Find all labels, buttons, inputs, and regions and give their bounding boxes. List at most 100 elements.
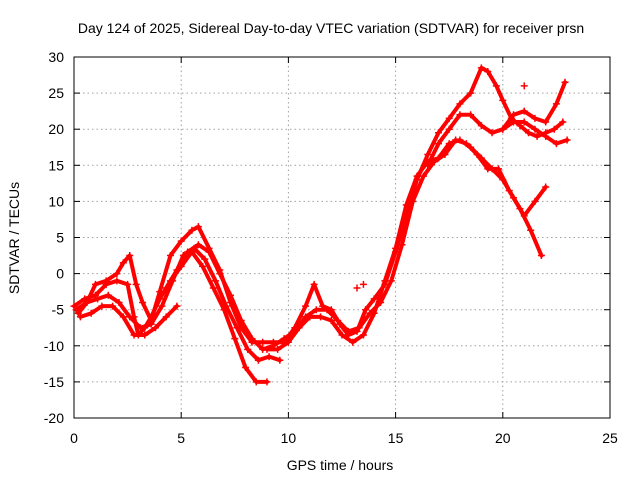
data-point xyxy=(510,118,518,126)
data-point xyxy=(173,302,181,310)
data-point xyxy=(492,82,500,90)
data-point xyxy=(377,298,385,306)
data-point xyxy=(156,295,164,303)
data-point xyxy=(126,252,134,260)
data-point xyxy=(151,324,159,332)
y-tick-label: 20 xyxy=(48,121,64,137)
data-point xyxy=(104,291,112,299)
data-point xyxy=(139,298,147,306)
x-tick-label: 10 xyxy=(281,430,297,446)
data-point xyxy=(456,111,464,119)
stray-data-point xyxy=(353,284,361,292)
data-point xyxy=(559,118,567,126)
data-point xyxy=(550,125,558,133)
data-point xyxy=(323,306,331,314)
data-point xyxy=(312,306,320,314)
y-tick-label: 10 xyxy=(48,193,64,209)
data-point xyxy=(136,324,144,332)
data-point xyxy=(434,154,442,162)
data-point xyxy=(338,331,346,339)
data-point xyxy=(269,342,277,350)
data-point xyxy=(91,280,99,288)
data-point xyxy=(280,335,288,343)
data-point xyxy=(227,298,235,306)
data-point xyxy=(434,140,442,148)
data-point xyxy=(462,140,470,148)
x-axis-label: GPS time / hours xyxy=(287,457,394,473)
data-point xyxy=(194,223,202,231)
y-tick-label: 15 xyxy=(48,157,64,173)
data-point xyxy=(319,302,327,310)
stray-data-point xyxy=(359,280,367,288)
data-point xyxy=(201,255,209,263)
data-point xyxy=(162,313,170,321)
data-point xyxy=(83,298,91,306)
data-point xyxy=(353,327,361,335)
y-tick-label: -20 xyxy=(44,410,64,426)
data-point xyxy=(370,309,378,317)
data-point xyxy=(527,226,535,234)
data-point xyxy=(484,67,492,75)
data-point xyxy=(533,132,541,140)
data-point xyxy=(537,252,545,260)
data-point xyxy=(520,107,528,115)
data-point xyxy=(507,114,515,122)
data-point xyxy=(220,306,228,314)
data-point xyxy=(158,302,166,310)
data-point xyxy=(398,241,406,249)
data-point xyxy=(525,129,533,137)
data-point xyxy=(467,111,475,119)
chart-title: Day 124 of 2025, Sidereal Day-to-day VTE… xyxy=(78,20,584,36)
data-point xyxy=(227,291,235,299)
data-point xyxy=(70,302,78,310)
data-point xyxy=(199,262,207,270)
data-point xyxy=(477,64,485,72)
data-point xyxy=(126,313,134,321)
data-point xyxy=(102,277,110,285)
data-point xyxy=(119,313,127,321)
data-point xyxy=(473,150,481,158)
data-point xyxy=(467,89,475,97)
data-point xyxy=(156,288,164,296)
data-point xyxy=(237,317,245,325)
data-point xyxy=(177,237,185,245)
data-point xyxy=(499,176,507,184)
data-point xyxy=(205,248,213,256)
data-point xyxy=(190,244,198,252)
data-point xyxy=(263,345,271,353)
data-point xyxy=(516,122,524,130)
data-point xyxy=(499,96,507,104)
data-point xyxy=(233,324,241,332)
data-point xyxy=(216,270,224,278)
y-tick-label: 0 xyxy=(56,266,64,282)
data-point xyxy=(424,150,432,158)
data-point xyxy=(441,150,449,158)
data-point xyxy=(115,298,123,306)
y-tick-label: 25 xyxy=(48,85,64,101)
data-point xyxy=(499,125,507,133)
x-tick-label: 0 xyxy=(70,430,78,446)
data-point xyxy=(520,118,528,126)
data-point xyxy=(248,335,256,343)
data-point xyxy=(510,111,518,119)
data-point xyxy=(387,277,395,285)
data-point xyxy=(477,122,485,130)
data-point xyxy=(381,277,389,285)
data-point xyxy=(222,302,230,310)
data-point xyxy=(445,140,453,148)
data-point xyxy=(276,356,284,364)
data-point xyxy=(542,183,550,191)
data-point xyxy=(119,259,127,267)
y-tick-label: 30 xyxy=(48,49,64,65)
data-point xyxy=(177,262,185,270)
data-point xyxy=(467,143,475,151)
data-point xyxy=(194,241,202,249)
data-point xyxy=(169,277,177,285)
data-point xyxy=(520,212,528,220)
data-point xyxy=(284,338,292,346)
data-point xyxy=(456,100,464,108)
y-tick-label: 5 xyxy=(56,230,64,246)
data-point xyxy=(409,197,417,205)
data-point xyxy=(91,291,99,299)
